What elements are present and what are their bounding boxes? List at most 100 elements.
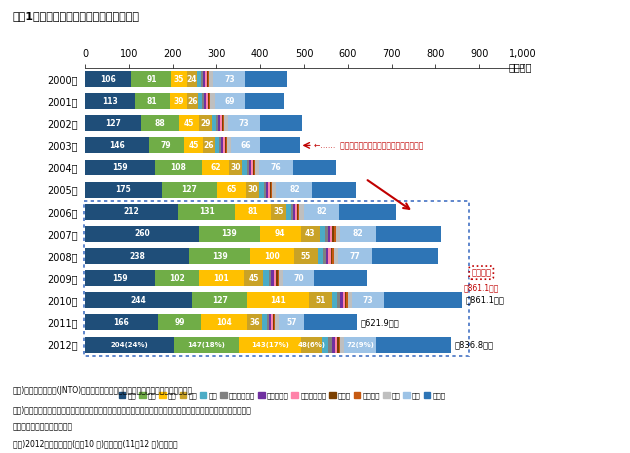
Bar bbox=[246, 159, 249, 175]
Text: 81: 81 bbox=[248, 207, 258, 216]
Bar bbox=[286, 204, 291, 220]
Text: 127: 127 bbox=[212, 296, 227, 305]
Bar bbox=[340, 204, 396, 220]
Bar bbox=[231, 137, 260, 154]
Bar bbox=[248, 292, 309, 308]
Bar bbox=[197, 71, 200, 87]
Text: 104: 104 bbox=[216, 318, 232, 327]
Bar bbox=[304, 204, 340, 220]
Text: 36: 36 bbox=[249, 318, 260, 327]
Bar bbox=[334, 226, 336, 242]
Bar bbox=[220, 137, 223, 154]
Text: 65: 65 bbox=[226, 185, 237, 194]
Text: 91: 91 bbox=[146, 74, 157, 83]
Bar bbox=[330, 226, 333, 242]
Text: 139: 139 bbox=[222, 229, 238, 238]
Bar bbox=[192, 292, 248, 308]
Bar bbox=[340, 226, 375, 242]
Bar bbox=[299, 204, 304, 220]
Text: 127: 127 bbox=[105, 119, 121, 128]
Bar bbox=[323, 248, 326, 264]
Text: 147(18%): 147(18%) bbox=[188, 342, 226, 347]
Bar bbox=[292, 159, 336, 175]
Bar bbox=[280, 314, 304, 330]
Text: 143(17%): 143(17%) bbox=[251, 342, 289, 347]
Bar bbox=[372, 248, 437, 264]
Bar bbox=[186, 71, 197, 87]
Bar bbox=[338, 337, 340, 352]
Bar bbox=[275, 314, 280, 330]
Bar bbox=[384, 292, 462, 308]
Bar bbox=[284, 270, 314, 286]
Bar bbox=[244, 270, 263, 286]
Bar bbox=[246, 182, 259, 198]
Bar bbox=[171, 71, 186, 87]
Bar bbox=[250, 248, 294, 264]
Text: 39: 39 bbox=[173, 96, 184, 106]
Text: 94: 94 bbox=[275, 229, 285, 238]
Bar bbox=[340, 337, 344, 352]
Bar bbox=[260, 226, 301, 242]
Bar bbox=[85, 182, 162, 198]
Bar bbox=[245, 71, 287, 87]
Text: 101: 101 bbox=[214, 274, 229, 283]
Bar bbox=[274, 314, 275, 330]
Bar bbox=[294, 248, 318, 264]
Bar bbox=[269, 314, 271, 330]
Bar bbox=[297, 204, 298, 220]
Text: 106: 106 bbox=[100, 74, 116, 83]
Bar bbox=[140, 116, 179, 131]
Bar bbox=[312, 182, 356, 198]
Bar bbox=[85, 71, 132, 87]
Bar bbox=[158, 314, 201, 330]
Text: 175: 175 bbox=[115, 185, 131, 194]
Bar bbox=[271, 182, 272, 198]
Bar bbox=[85, 292, 192, 308]
Text: 過去最高: 過去最高 bbox=[471, 268, 491, 277]
Text: 26: 26 bbox=[203, 141, 214, 150]
Bar bbox=[200, 71, 203, 87]
Bar bbox=[264, 182, 266, 198]
Text: 76: 76 bbox=[271, 163, 281, 172]
Bar bbox=[215, 93, 245, 109]
Text: 70: 70 bbox=[294, 274, 304, 283]
Text: 238: 238 bbox=[129, 251, 145, 260]
Bar bbox=[352, 292, 384, 308]
Text: 77: 77 bbox=[350, 251, 360, 260]
Text: 244: 244 bbox=[130, 296, 146, 305]
Bar bbox=[328, 248, 331, 264]
Text: 出所)日本政府観光局(JNTO)の公表資料をもとに三井住友トラスト基礎研究所作成: 出所)日本政府観光局(JNTO)の公表資料をもとに三井住友トラスト基礎研究所作成 bbox=[13, 386, 193, 395]
Bar bbox=[337, 337, 338, 352]
Text: （万人）: （万人） bbox=[509, 63, 532, 72]
Bar bbox=[335, 337, 337, 352]
Bar bbox=[326, 248, 328, 264]
Bar bbox=[328, 337, 331, 352]
Bar bbox=[207, 93, 208, 109]
Text: 57: 57 bbox=[287, 318, 297, 327]
Text: 注１)国籍に基づく法務省集計の外国人正規入国者数から日本に居住する外国人を除き、これに外国人一時上陸客等: 注１)国籍に基づく法務省集計の外国人正規入国者数から日本に居住する外国人を除き、… bbox=[13, 405, 251, 414]
Bar bbox=[345, 292, 346, 308]
Text: 260: 260 bbox=[134, 229, 150, 238]
Text: 102: 102 bbox=[169, 274, 185, 283]
Bar bbox=[198, 93, 202, 109]
Bar bbox=[170, 93, 187, 109]
Bar bbox=[274, 270, 276, 286]
Bar bbox=[318, 248, 323, 264]
Text: 88: 88 bbox=[154, 119, 165, 128]
Text: を加えた外国人旅行者数: を加えた外国人旅行者数 bbox=[13, 422, 72, 431]
Text: 51: 51 bbox=[315, 296, 326, 305]
Text: 73: 73 bbox=[363, 296, 374, 305]
Bar bbox=[338, 248, 372, 264]
Text: 29: 29 bbox=[200, 119, 210, 128]
Bar bbox=[178, 204, 235, 220]
Text: 35: 35 bbox=[174, 74, 184, 83]
Bar bbox=[210, 93, 215, 109]
Bar bbox=[222, 116, 223, 131]
Text: 139: 139 bbox=[212, 251, 227, 260]
Text: 127: 127 bbox=[181, 185, 197, 194]
Bar bbox=[323, 337, 328, 352]
Bar bbox=[279, 270, 284, 286]
Bar bbox=[314, 270, 367, 286]
Text: 113: 113 bbox=[102, 96, 118, 106]
Bar bbox=[249, 159, 251, 175]
